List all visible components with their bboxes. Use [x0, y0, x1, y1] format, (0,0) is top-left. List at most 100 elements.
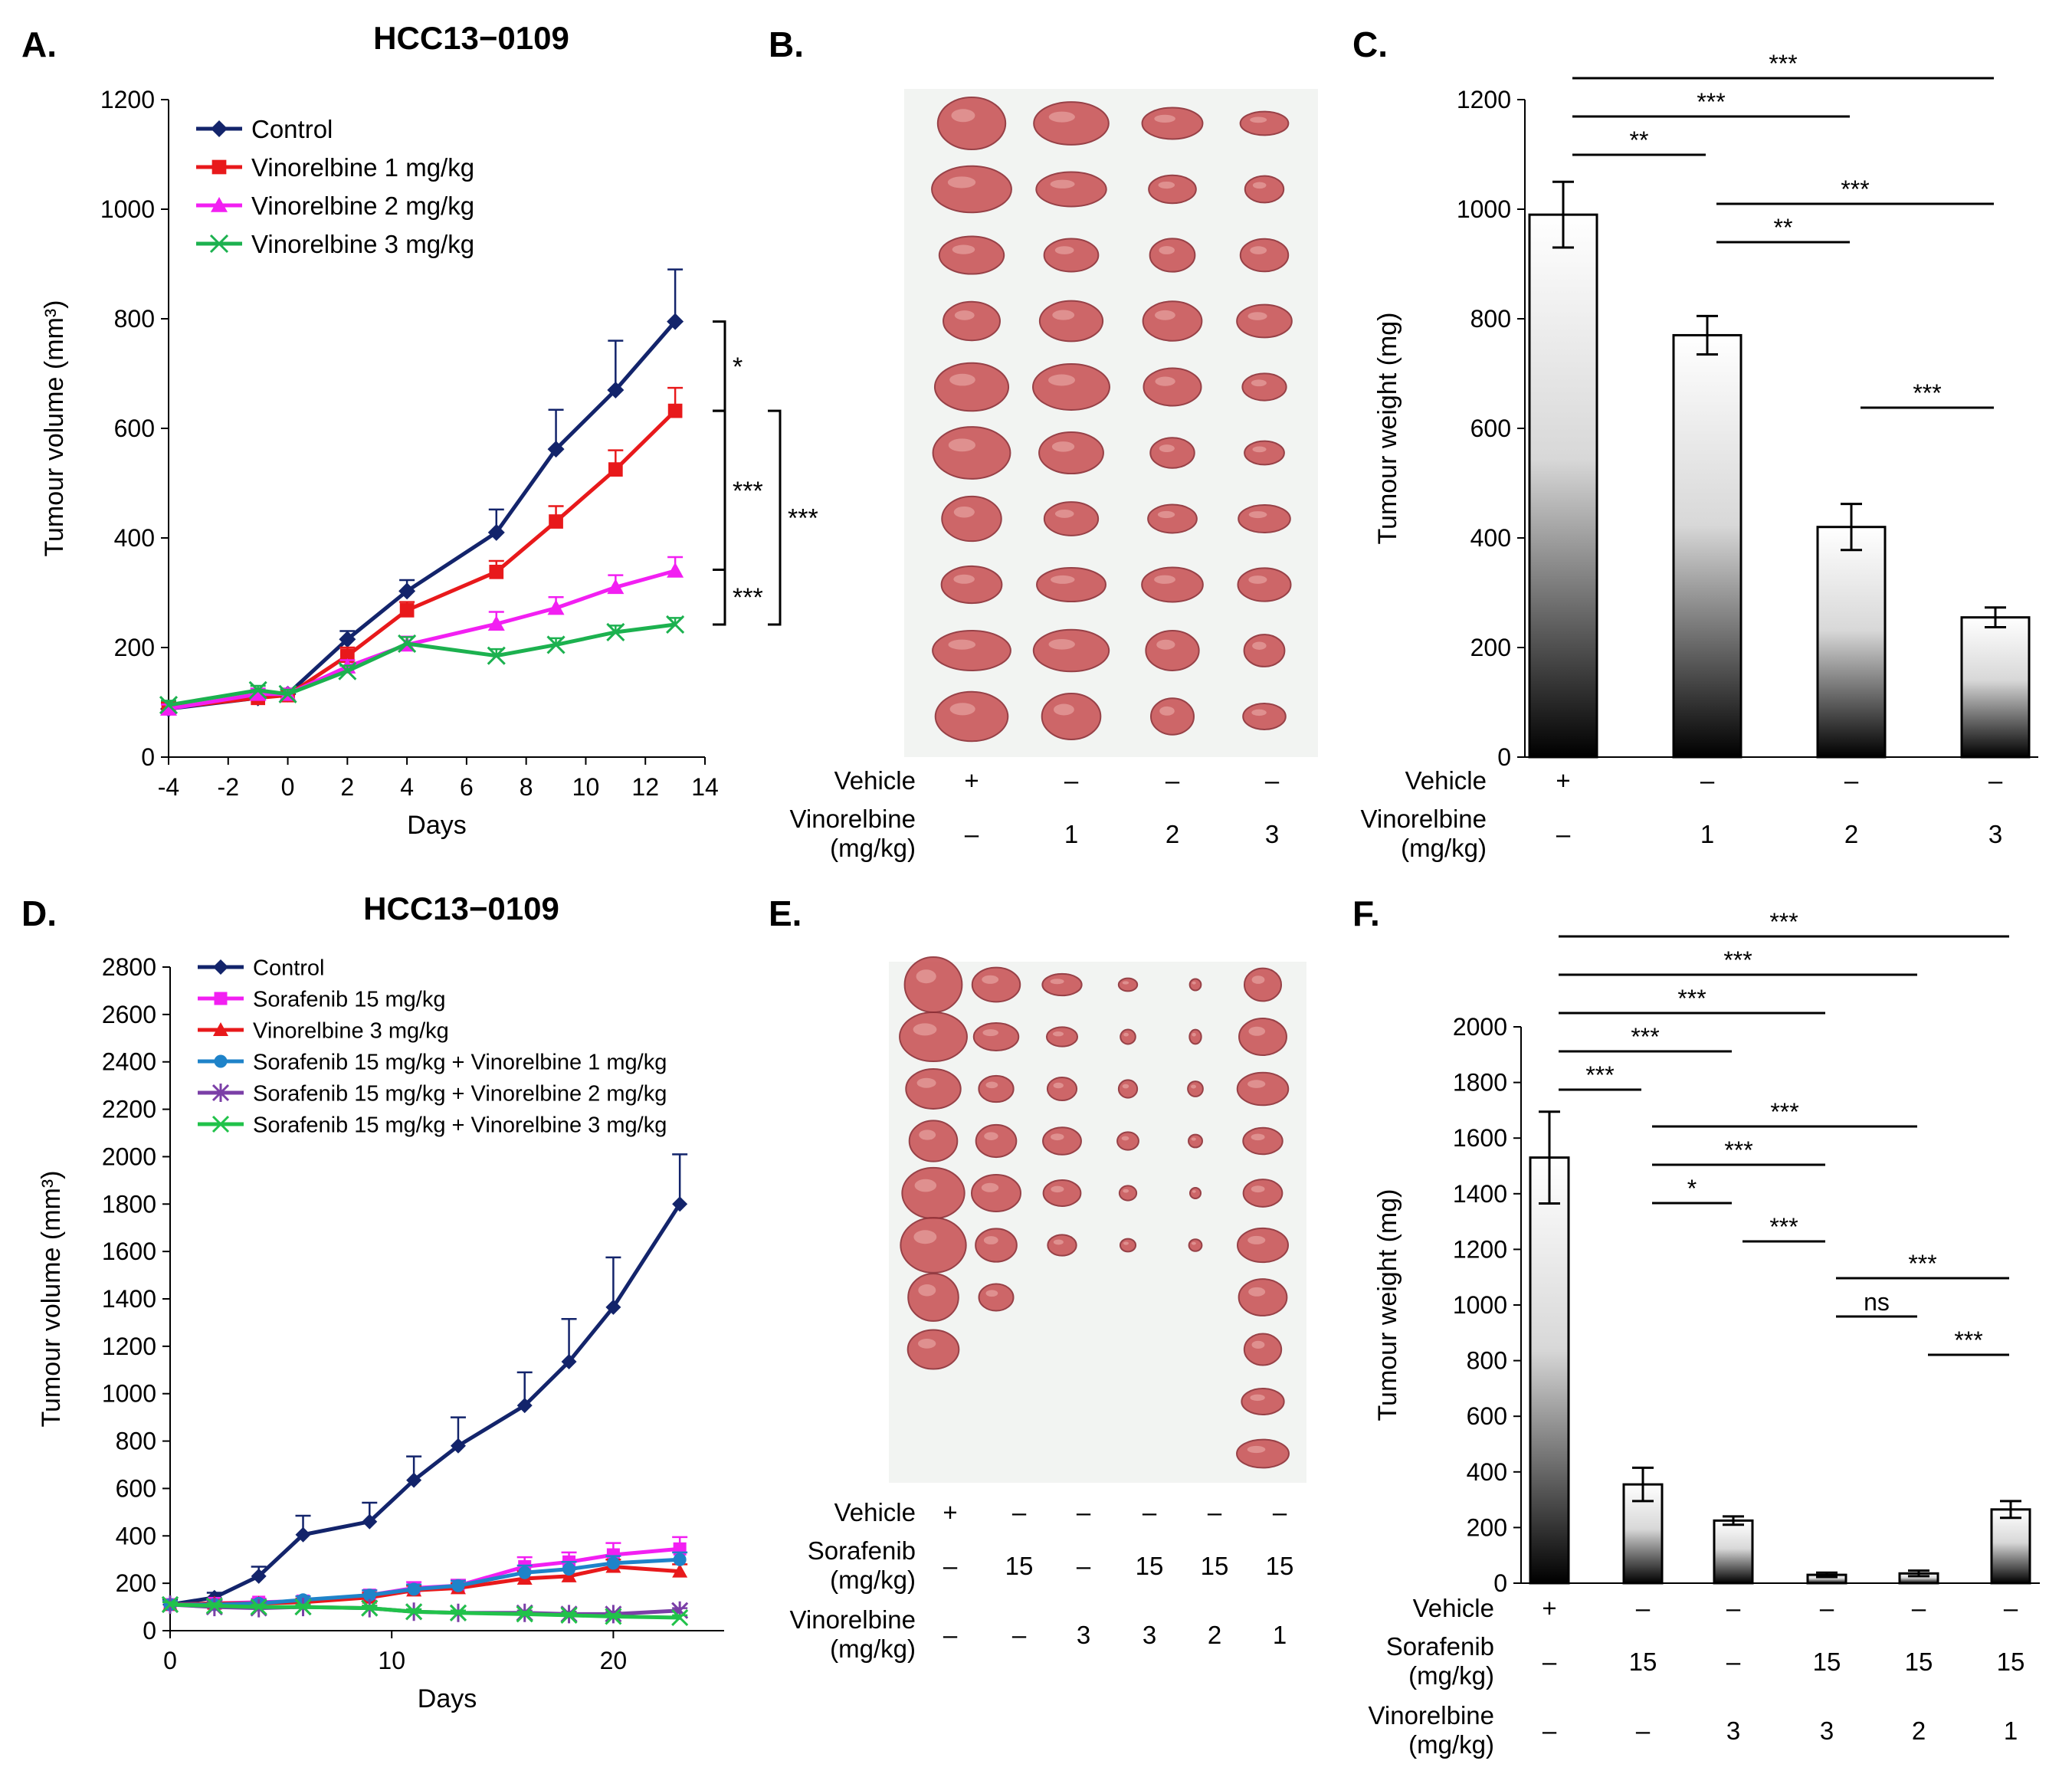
x-tick-label: 14 [691, 773, 719, 801]
tumour-highlight [1192, 1032, 1196, 1037]
treatment-value: 15 [1997, 1648, 2025, 1676]
tumour [1045, 1026, 1079, 1048]
tumour-highlight [1247, 1080, 1266, 1088]
tumour-highlight [1050, 179, 1075, 189]
treatment-value: – [1636, 1594, 1651, 1622]
tumour [1242, 1179, 1284, 1208]
brace [713, 320, 726, 412]
data-point [450, 1438, 466, 1454]
treatment-value: – [1988, 766, 2003, 795]
data-point [362, 1513, 378, 1530]
chart-f-tumour-weight: 0 200 400 600 800 1000 1200 1400 1600 1800 2000 Tum… [1373, 908, 2040, 1597]
tumour-highlight [1192, 1190, 1196, 1193]
tumour [900, 1217, 967, 1274]
tumour [1035, 171, 1107, 208]
data-point [562, 1562, 576, 1576]
tumour-highlight [1247, 1445, 1266, 1454]
tumour [1236, 1071, 1290, 1107]
data-point [361, 1599, 379, 1617]
legend-marker [209, 234, 229, 254]
tumour-highlight [948, 639, 976, 650]
treatment-value: + [1556, 766, 1570, 795]
significance-label: ** [1774, 214, 1793, 241]
tumour [1243, 634, 1286, 667]
treatment-value: – [1726, 1648, 1741, 1676]
tumour-highlight [953, 574, 975, 584]
treatment-label: Vinorelbine [1360, 805, 1487, 833]
tumour-highlight [1121, 1136, 1129, 1141]
tumour-highlight [981, 1182, 999, 1192]
significance-label: *** [1724, 1136, 1752, 1164]
treatment-value: – [1012, 1621, 1027, 1649]
tumour-highlight [1123, 1189, 1129, 1193]
treatment-label: Vehicle [1405, 766, 1487, 795]
tumour-highlight [1154, 114, 1175, 123]
legend-entry: Vinorelbine 3 mg/kg [198, 1018, 449, 1043]
x-tick-label: 2 [340, 773, 354, 801]
chart-d-tumour-volume: 0200400600800100012001400160018002000220… [37, 953, 724, 1713]
y-tick-label: 200 [116, 1569, 156, 1597]
bar [1816, 526, 1887, 759]
tumour-highlight [913, 1023, 937, 1036]
bar [1960, 616, 2031, 759]
legend-entry: Vinorelbine 1 mg/kg [196, 153, 474, 182]
tumour [1117, 977, 1139, 992]
panel-c-letter: C. [1352, 25, 1388, 64]
legend-marker [211, 159, 227, 175]
bar [1672, 333, 1743, 759]
treatment-value: – [1166, 766, 1180, 795]
tumour [1141, 566, 1204, 603]
significance-label: * [733, 352, 743, 382]
significance-label: *** [733, 477, 763, 506]
tumour-highlight [1159, 706, 1175, 716]
tumour-highlight [1191, 1137, 1196, 1141]
treatment-value: – [1012, 1498, 1027, 1526]
legend-marker [213, 959, 228, 975]
tumour [1238, 1018, 1287, 1056]
treatment-value: – [1265, 766, 1280, 795]
y-tick-label: 1200 [1457, 86, 1511, 113]
legend-entry: Sorafenib 15 mg/kg + Vinorelbine 3 mg/kg [198, 1113, 667, 1137]
tumour [1120, 1028, 1136, 1045]
data-point [516, 1605, 533, 1623]
tumour [943, 300, 1001, 342]
tumour [975, 1228, 1018, 1263]
data-point [606, 1556, 620, 1570]
tumour [1148, 174, 1197, 205]
legend-marker [211, 120, 228, 137]
data-point [449, 1604, 467, 1621]
tumour-highlight [947, 176, 976, 189]
tumour [1149, 697, 1195, 736]
treatment-value: 15 [1266, 1552, 1294, 1580]
data-point [159, 696, 179, 715]
tumour [971, 1174, 1021, 1212]
legend-label: Control [251, 115, 333, 143]
tumour [1243, 967, 1283, 1002]
series-line [168, 569, 676, 711]
x-tick-label: 12 [631, 773, 659, 801]
tumour [1188, 1186, 1202, 1200]
data-point [561, 1353, 577, 1369]
significance-label: *** [1677, 985, 1706, 1012]
tumour-highlight [919, 1130, 936, 1140]
significance-label: ** [1630, 126, 1649, 154]
tumour-highlight [949, 703, 975, 716]
tumour-highlight [982, 1029, 998, 1037]
tumour-highlight [954, 310, 975, 320]
tumour-highlight [1054, 703, 1074, 716]
tumour [1244, 440, 1285, 466]
tumour-highlight [914, 1179, 937, 1192]
data-point [398, 582, 416, 600]
bar [1713, 1519, 1754, 1585]
brace [713, 409, 726, 571]
data-point [549, 514, 563, 529]
treatment-value: – [1077, 1552, 1091, 1580]
treatment-value: 3 [1726, 1717, 1740, 1745]
tumour-highlight [983, 1236, 998, 1244]
data-point [249, 685, 267, 701]
photo-b-tumours [904, 89, 1318, 757]
tumour-highlight [1157, 510, 1175, 519]
series-line [168, 320, 677, 711]
treatment-value: – [1700, 766, 1715, 795]
y-tick-label: 200 [114, 634, 155, 661]
